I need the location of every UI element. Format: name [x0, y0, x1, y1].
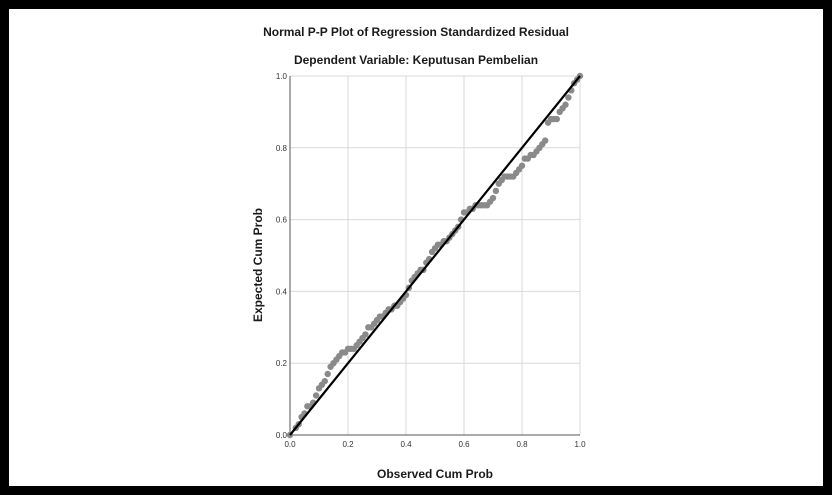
data-point	[518, 162, 526, 169]
y-tick-label: 1.0	[276, 72, 288, 81]
y-tick-label: 0.0	[276, 431, 288, 440]
y-tick-label: 0.8	[276, 144, 288, 153]
data-point	[492, 187, 500, 195]
y-tick-label: 0.6	[276, 216, 288, 225]
data-point	[562, 101, 569, 108]
reference-line	[289, 75, 581, 436]
y-axis-label: Expected Cum Prob	[251, 208, 265, 322]
data-point	[312, 392, 320, 399]
grid	[290, 75, 581, 435]
y-tick-label: 0.2	[276, 359, 288, 368]
pp-plot: 0.0 0.2 0.4 0.6 0.8 1.0 0.0 0.2 0.4 0.6 0.8 1.0 Nor…	[251, 25, 586, 481]
tick-labels: 0.0 0.2 0.4 0.6 0.8 1.0 0.0 0.2 0.4 0.6 0.8 1.0	[276, 72, 586, 449]
data-point	[542, 137, 549, 144]
x-tick-label: 0.6	[458, 440, 470, 449]
y-tick-label: 0.4	[276, 287, 288, 296]
data-point	[324, 370, 331, 378]
data-point	[489, 194, 497, 202]
chart-title: Normal P-P Plot of Regression Standardiz…	[263, 25, 569, 39]
x-axis-label: Observed Cum Prob	[377, 467, 493, 481]
x-tick-label: 1.0	[574, 440, 586, 449]
x-tick-label: 0.8	[516, 440, 528, 449]
data-point	[362, 331, 369, 338]
axes	[289, 76, 580, 436]
data-point	[565, 94, 572, 101]
x-tick-label: 0.2	[342, 440, 354, 449]
data-point	[321, 377, 328, 385]
x-tick-label: 0.4	[400, 440, 412, 449]
chart-subtitle: Dependent Variable: Keputusan Pembelian	[294, 53, 538, 67]
data-point	[553, 115, 560, 123]
x-tick-label: 0.0	[284, 440, 296, 449]
chart-frame: 0.0 0.2 0.4 0.6 0.8 1.0 0.0 0.2 0.4 0.6 0.8 1.0 Nor…	[9, 9, 823, 486]
